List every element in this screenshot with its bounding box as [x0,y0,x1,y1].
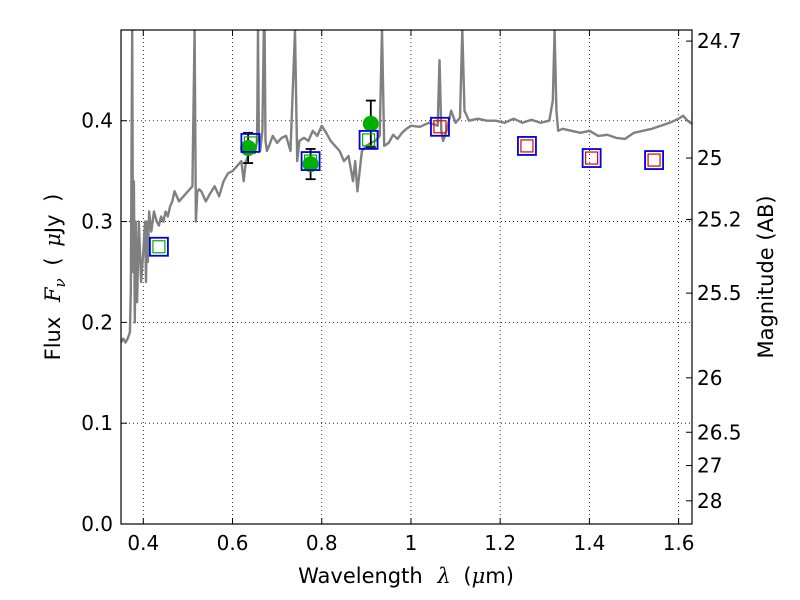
y-axis-label-text: Flux [41,317,65,361]
model-flux-box-inner [361,133,376,147]
photometry-point [240,139,257,156]
photometry-point [362,115,379,132]
model-flux-box-inner [520,139,534,153]
model-flux-box-inner [647,153,661,167]
x-axis-ticks: 0.4 0.6 0.8 1 1.2 1.4 1.6 [127,30,695,555]
plot-background [121,30,692,524]
y-tick-label: 0.4 [81,109,113,133]
y-axis-label-unit-rest: Jy [41,214,65,235]
y-axis-label-unit-open: ( [41,257,65,265]
model-boxes [149,116,664,257]
spectrum-line [121,30,692,344]
x-tick-label: 1.6 [663,531,695,555]
x-axis-label: Wavelength λ (μm) [298,564,514,588]
y-tick-label: 0.3 [81,210,113,234]
y-tick-label: 0.1 [81,411,113,435]
x-axis-label-text: Wavelength [298,564,423,588]
x-axis-label-unit-rest: m) [485,564,514,588]
y2-tick-label: 28 [697,489,722,513]
model-flux-box [300,151,321,171]
model-flux-box-inner [433,120,447,134]
y2-tick-label: 25.2 [697,208,742,232]
y-axis-label-unit-close: ) [41,194,65,202]
model-flux-box [644,150,664,170]
x-axis-label-unit-open: ( [463,564,471,588]
y2-tick-label: 26 [697,366,722,390]
model-flux-box-inner [585,151,599,165]
model-flux-box-inner [243,136,257,150]
y-axis-label: Flux Fν ( μJy ) [41,194,70,361]
x-axis-label-unit-mu: μ [472,564,486,588]
y-axis-label-subscript: ν [51,278,69,287]
y-axis-label-unit-mu: μ [41,233,65,247]
y2-tick-label: 27 [697,454,722,478]
y2-tick-label: 25 [697,146,722,170]
y2-axis-label: Magnitude (AB) [754,195,778,358]
y-axis-ticks: 0.0 0.1 0.2 0.3 0.4 [81,109,127,536]
y2-tick-label: 26.5 [697,420,742,444]
x-axis-label-symbol: λ [436,564,450,588]
x-tick-label: 0.6 [217,531,249,555]
x-tick-label: 1.4 [573,531,605,555]
model-flux-box-inner [303,154,318,168]
y2-tick-label: 24.7 [697,29,742,53]
x-tick-label: 1 [405,531,418,555]
x-tick-label: 0.4 [127,531,159,555]
y-tick-label: 0.2 [81,310,113,334]
model-flux-box [358,129,379,150]
y2-axis-ticks: 24.7 25 25.2 25.5 26 26.5 27 28 [686,29,742,513]
y-tick-label: 0.0 [81,512,113,536]
plot-frame [120,29,693,525]
y2-tick-label: 25.5 [697,281,742,305]
model-flux-box [517,136,537,156]
photometry-point [302,156,319,173]
x-tick-label: 0.8 [306,531,338,555]
model-flux-box [149,236,169,257]
model-flux-box [240,133,261,153]
x-tick-label: 1.2 [484,531,516,555]
model-flux-box [430,116,450,137]
model-flux-box-inner [152,240,166,254]
model-flux-box [581,148,602,168]
y-axis-label-symbol: F [41,286,65,303]
